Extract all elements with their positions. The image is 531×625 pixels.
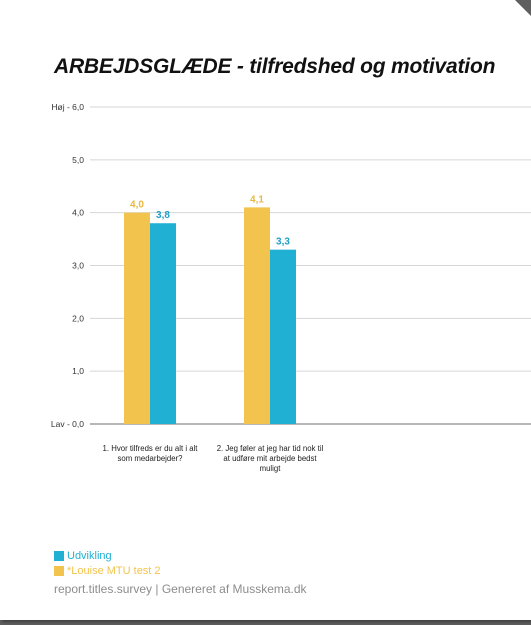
y-tick-label: Høj - 6,0: [51, 102, 84, 112]
bar: [150, 223, 176, 424]
bar: [244, 207, 270, 424]
y-tick-label: 1,0: [72, 366, 84, 376]
x-tick-label-line: 2. Jeg føler at jeg har tid nok til: [217, 444, 324, 453]
chart-legend: Udvikling *Louise MTU test 2: [54, 548, 161, 578]
data-label: 3,3: [276, 237, 290, 248]
y-tick-label: 5,0: [72, 155, 84, 165]
data-label: 4,0: [130, 200, 144, 211]
y-tick-label: 2,0: [72, 313, 84, 323]
y-tick-label: Lav - 0,0: [51, 419, 84, 429]
x-tick-label: 1. Hvor tilfreds er du alt i alt som meda…: [103, 444, 199, 463]
bar: [270, 249, 296, 424]
report-footer: report.titles.survey | Genereret af Muss…: [54, 582, 307, 596]
legend-label-louise-mtu-test-2: *Louise MTU test 2: [67, 564, 161, 577]
legend-item-louise-mtu-test-2: *Louise MTU test 2: [54, 563, 161, 578]
x-tick-label-line: 1. Hvor tilfreds er du alt i alt: [103, 444, 199, 453]
legend-label-udvikling: Udvikling: [67, 549, 112, 562]
data-label: 3,8: [156, 210, 170, 221]
x-tick-label: 2. Jeg føler at jeg har tid nok til at ud…: [217, 444, 324, 473]
legend-item-udvikling: Udvikling: [54, 548, 161, 563]
y-tick-label: 4,0: [72, 208, 84, 218]
chart-title: ARBEJDSGLÆDE - tilfredshed og motivation: [54, 55, 496, 78]
legend-swatch-louise-mtu-test-2: [54, 565, 64, 576]
data-label: 4,1: [250, 194, 264, 205]
legend-swatch-udvikling: [54, 550, 64, 561]
x-tick-label-line: at udføre mit arbejde bedst: [223, 454, 317, 463]
y-tick-label: 3,0: [72, 261, 84, 271]
bar: [124, 212, 150, 424]
x-tick-label-line: muligt: [260, 464, 282, 473]
x-tick-label-line: som medarbejder?: [117, 454, 183, 463]
page-corner-fold: [515, 0, 531, 16]
